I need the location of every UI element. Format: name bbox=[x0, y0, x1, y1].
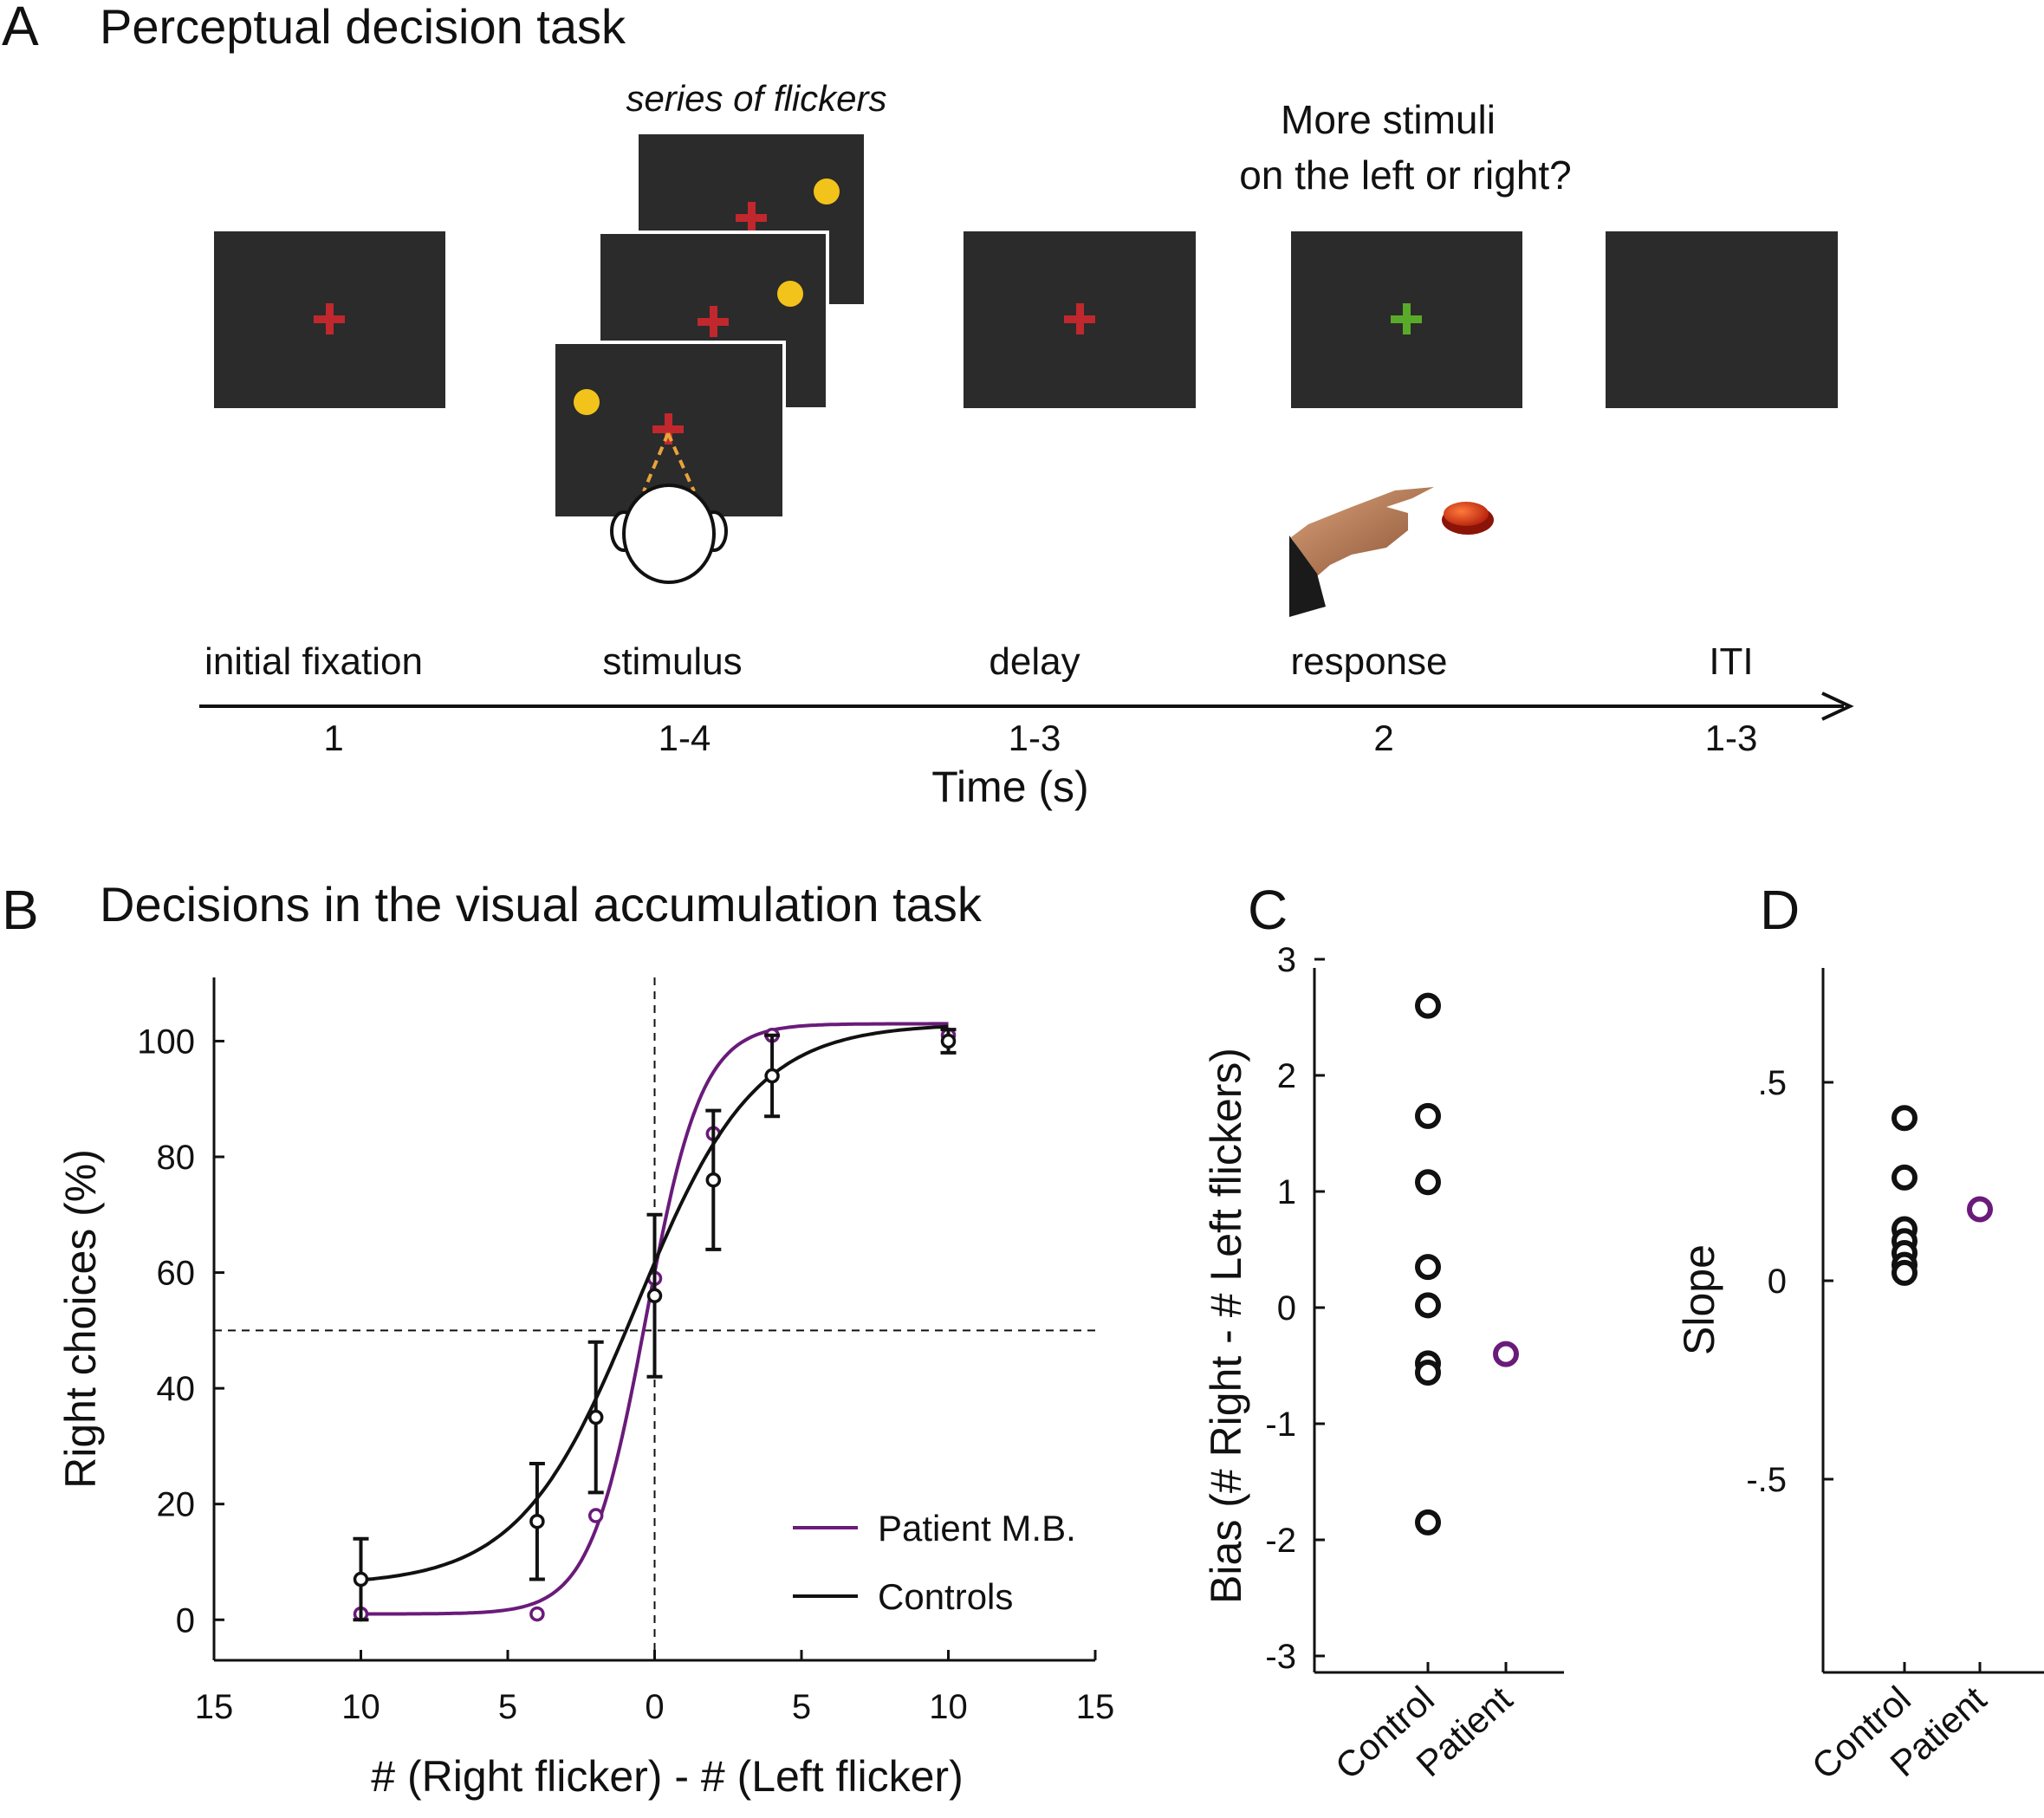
phase-duration: 2 bbox=[1373, 717, 1393, 758]
y-tick-label: 20 bbox=[157, 1486, 196, 1524]
data-point bbox=[1415, 992, 1441, 1019]
phase-label: response bbox=[1290, 640, 1447, 683]
response-button-icon bbox=[1442, 502, 1494, 535]
y-tick-label: 40 bbox=[157, 1370, 196, 1408]
screen-stimulus-stack bbox=[552, 131, 867, 584]
x-tick-label: 10 bbox=[929, 1688, 968, 1726]
timeline: initial fixation stimulus delay response… bbox=[199, 640, 1854, 811]
data-point bbox=[940, 1033, 957, 1049]
panel-b-letter: B bbox=[2, 879, 39, 941]
y-tick-label: 0 bbox=[176, 1601, 195, 1639]
phase-duration: 1 bbox=[323, 717, 343, 758]
x-tick-label: 15 bbox=[1076, 1688, 1115, 1726]
data-point bbox=[1892, 1259, 1917, 1286]
data-point bbox=[587, 1409, 604, 1425]
y-tick-label: 1 bbox=[1277, 1173, 1296, 1211]
data-point bbox=[1493, 1341, 1519, 1367]
data-point bbox=[646, 1288, 663, 1304]
y-tick-label: -2 bbox=[1265, 1522, 1296, 1560]
y-tick-label: 100 bbox=[137, 1023, 195, 1061]
observer-head-icon bbox=[610, 484, 728, 584]
data-point bbox=[529, 1513, 545, 1529]
flicker-dot-icon bbox=[814, 179, 840, 205]
time-axis-label: Time (s) bbox=[931, 763, 1088, 811]
data-point bbox=[1967, 1196, 1993, 1223]
data-point bbox=[1415, 1102, 1441, 1129]
flicker-caption: series of flickers bbox=[626, 78, 886, 119]
data-point bbox=[1415, 1169, 1441, 1196]
y-tick-label: .5 bbox=[1758, 1064, 1787, 1102]
question-line-1: More stimuli bbox=[1281, 97, 1496, 142]
data-point bbox=[1415, 1509, 1441, 1536]
y-tick-label: -.5 bbox=[1746, 1461, 1787, 1499]
y-tick-label: 2 bbox=[1277, 1057, 1296, 1095]
data-point bbox=[1892, 1105, 1917, 1132]
chart-c: Bias (# Right - # Left flickers) -3 -2 -1 0… bbox=[1202, 941, 1564, 1787]
panel-a-title: Perceptual decision task bbox=[100, 0, 626, 54]
question-line-2: on the left or right? bbox=[1239, 153, 1572, 198]
data-point bbox=[1415, 1360, 1441, 1386]
phase-duration: 1-3 bbox=[1705, 717, 1758, 758]
phase-label: stimulus bbox=[602, 640, 742, 683]
screen-delay bbox=[964, 231, 1196, 408]
data-point bbox=[705, 1172, 722, 1188]
phase-label: ITI bbox=[1709, 640, 1753, 683]
data-point bbox=[764, 1068, 780, 1084]
data-point bbox=[587, 1508, 604, 1523]
x-tick-label: 10 bbox=[341, 1688, 380, 1726]
x-tick-label: 5 bbox=[498, 1688, 517, 1726]
chart-c-y-label: Bias (# Right - # Left flickers) bbox=[1202, 1048, 1250, 1604]
y-tick-label: -1 bbox=[1265, 1406, 1296, 1444]
chart-b-y-label: Right choices (%) bbox=[56, 1149, 105, 1489]
data-point bbox=[1415, 1292, 1441, 1319]
data-point bbox=[353, 1571, 369, 1588]
chart-b: # (Right flicker) - # (Left flicker) Rig… bbox=[56, 977, 1114, 1801]
phase-duration: 1-3 bbox=[1009, 717, 1061, 758]
pointing-hand-icon bbox=[1289, 487, 1434, 617]
y-tick-label: 0 bbox=[1277, 1289, 1296, 1328]
phase-label: initial fixation bbox=[204, 640, 423, 683]
chart-b-x-label: # (Right flicker) - # (Left flicker) bbox=[371, 1752, 963, 1801]
phase-label: delay bbox=[989, 640, 1080, 683]
y-tick-label: 3 bbox=[1277, 941, 1296, 979]
y-tick-label: -3 bbox=[1265, 1638, 1296, 1676]
screen-initial-fixation bbox=[214, 231, 445, 408]
data-point bbox=[529, 1606, 545, 1622]
panel-a-letter: A bbox=[2, 0, 39, 57]
legend-label: Controls bbox=[878, 1576, 1013, 1617]
panel-b-title: Decisions in the visual accumulation tas… bbox=[100, 877, 983, 932]
panel-c-letter: C bbox=[1248, 879, 1288, 941]
y-tick-label: 0 bbox=[1768, 1263, 1787, 1301]
fixation-cross-icon bbox=[314, 303, 345, 334]
x-tick-label: 15 bbox=[195, 1688, 234, 1726]
screen-iti bbox=[1606, 231, 1838, 408]
screen-response bbox=[1291, 231, 1522, 408]
data-point bbox=[1892, 1164, 1917, 1191]
panel-a: A Perceptual decision task series of fli… bbox=[2, 0, 1854, 811]
panel-d-letter: D bbox=[1760, 879, 1800, 941]
data-point bbox=[1415, 1254, 1441, 1281]
x-tick-label: 0 bbox=[645, 1688, 664, 1726]
y-tick-label: 60 bbox=[157, 1255, 196, 1293]
legend-label: Patient M.B. bbox=[878, 1508, 1076, 1549]
chart-d-y-label: Slope bbox=[1675, 1244, 1723, 1355]
x-tick-label: 5 bbox=[792, 1688, 811, 1726]
phase-duration: 1-4 bbox=[659, 717, 711, 758]
flicker-dot-icon bbox=[777, 281, 803, 307]
go-cross-icon bbox=[1391, 303, 1422, 334]
flicker-dot-icon bbox=[574, 389, 600, 415]
y-tick-label: 80 bbox=[157, 1139, 196, 1177]
